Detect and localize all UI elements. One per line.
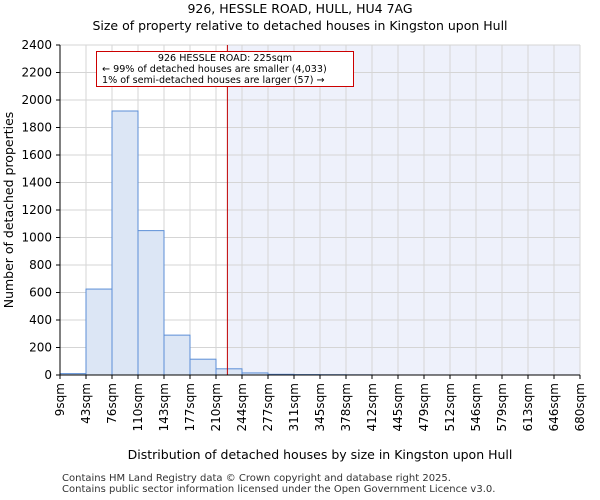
marker-annotation: 926 HESSLE ROAD: 225sqm ← 99% of detache… [96,51,354,87]
x-tick-label-18: 613sqm [521,383,535,431]
x-tick-label-9: 311sqm [287,383,301,431]
x-tick-label-15: 512sqm [443,383,457,431]
y-tick-label-5: 1000 [21,231,52,245]
x-tick-label-17: 579sqm [495,383,509,431]
y-tick-label-1: 200 [29,341,52,355]
x-tick-label-19: 646sqm [547,383,561,431]
footer-line-2: Contains public sector information licen… [62,484,496,495]
x-tick-label-7: 244sqm [235,383,249,431]
x-tick-label-12: 412sqm [365,383,379,431]
x-tick-label-2: 76sqm [105,383,119,424]
x-tick-label-5: 177sqm [183,383,197,431]
y-tick-label-3: 600 [29,286,52,300]
x-axis-label: Distribution of detached houses by size … [128,447,513,462]
y-tick-label-11: 2200 [21,66,52,80]
bar-143sqm [163,334,191,376]
bar-43sqm [85,288,113,376]
x-tick-label-3: 110sqm [131,383,145,431]
chart-subtitle: Size of property relative to detached ho… [92,18,508,33]
x-tick-label-8: 277sqm [261,383,275,431]
annotation-line-1: 926 HESSLE ROAD: 225sqm [157,53,293,64]
y-tick-label-4: 800 [29,258,52,272]
bar-76sqm [111,110,139,376]
x-tick-label-10: 345sqm [313,383,327,431]
x-tick-label-14: 479sqm [417,383,431,431]
bar-210sqm [215,368,243,376]
y-tick-label-8: 1600 [21,148,52,162]
x-tick-label-16: 546sqm [469,383,483,431]
y-axis-label: Number of detached properties [1,112,16,309]
annotation-line-3: 1% of semi-detached houses are larger (5… [102,75,325,86]
y-tick-label-2: 400 [29,313,52,327]
x-tick-label-0: 9sqm [53,383,67,416]
annotation-line-2: ← 99% of detached houses are smaller (4,… [102,64,327,75]
y-tick-label-9: 1800 [21,121,52,135]
y-tick-label-6: 1200 [21,203,52,217]
footer-line-1: Contains HM Land Registry data © Crown c… [62,473,451,484]
x-tick-label-13: 445sqm [391,383,405,431]
x-tick-label-20: 680sqm [573,383,587,431]
bar-177sqm [189,358,217,376]
x-tick-label-1: 43sqm [79,383,93,424]
y-tick-label-10: 2000 [21,93,52,107]
x-tick-label-4: 143sqm [157,383,171,431]
y-tick-label-12: 2400 [21,38,52,52]
chart-title: 926, HESSLE ROAD, HULL, HU4 7AG [187,1,413,16]
x-tick-label-6: 210sqm [209,383,223,431]
bar-110sqm [137,230,165,376]
x-tick-label-11: 378sqm [339,383,353,431]
y-tick-label-0: 0 [44,368,52,382]
y-tick-label-7: 1400 [21,176,52,190]
